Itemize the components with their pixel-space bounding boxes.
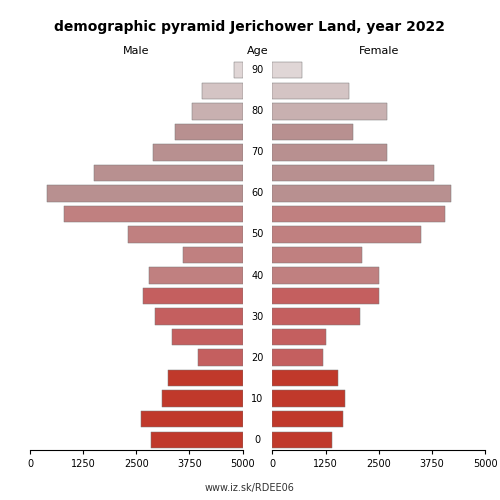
Text: 30: 30	[252, 312, 264, 322]
Bar	[272, 288, 378, 304]
Bar	[174, 124, 242, 140]
Text: 60: 60	[252, 188, 264, 198]
Text: 90: 90	[252, 66, 264, 76]
Bar	[272, 103, 387, 120]
Bar	[272, 82, 349, 99]
Bar	[272, 390, 344, 407]
Text: 40: 40	[252, 270, 264, 280]
Bar	[183, 247, 242, 263]
Bar	[272, 226, 421, 242]
Text: 20: 20	[252, 352, 264, 362]
Bar	[234, 62, 242, 78]
Bar	[272, 185, 451, 202]
Bar	[272, 144, 387, 160]
Bar	[128, 226, 242, 242]
Title: Age: Age	[246, 46, 268, 56]
Bar	[272, 164, 434, 181]
Text: 50: 50	[252, 230, 264, 239]
Bar	[272, 370, 338, 386]
Bar	[272, 432, 332, 448]
Bar	[192, 103, 242, 120]
Bar	[272, 247, 362, 263]
Bar	[64, 206, 242, 222]
Bar	[272, 411, 342, 428]
Bar	[272, 206, 444, 222]
Bar	[272, 308, 360, 325]
Text: demographic pyramid Jerichower Land, year 2022: demographic pyramid Jerichower Land, yea…	[54, 20, 446, 34]
Bar	[198, 350, 242, 366]
Bar	[172, 329, 242, 345]
Bar	[272, 62, 302, 78]
Bar	[140, 411, 242, 428]
Bar	[149, 268, 242, 283]
Bar	[154, 144, 242, 160]
Bar	[272, 329, 326, 345]
Bar	[94, 164, 242, 181]
Bar	[142, 288, 242, 304]
Bar	[202, 82, 242, 99]
Title: Male: Male	[123, 46, 150, 56]
Title: Female: Female	[358, 46, 399, 56]
Bar	[156, 308, 242, 325]
Text: 70: 70	[252, 148, 264, 158]
Bar	[151, 432, 242, 448]
Text: 80: 80	[252, 106, 264, 117]
Bar	[47, 185, 242, 202]
Bar	[272, 350, 324, 366]
Text: 10: 10	[252, 394, 264, 404]
Bar	[162, 390, 242, 407]
Text: www.iz.sk/RDEE06: www.iz.sk/RDEE06	[205, 482, 295, 492]
Bar	[272, 124, 353, 140]
Bar	[272, 268, 378, 283]
Text: 0: 0	[254, 434, 260, 444]
Bar	[168, 370, 242, 386]
